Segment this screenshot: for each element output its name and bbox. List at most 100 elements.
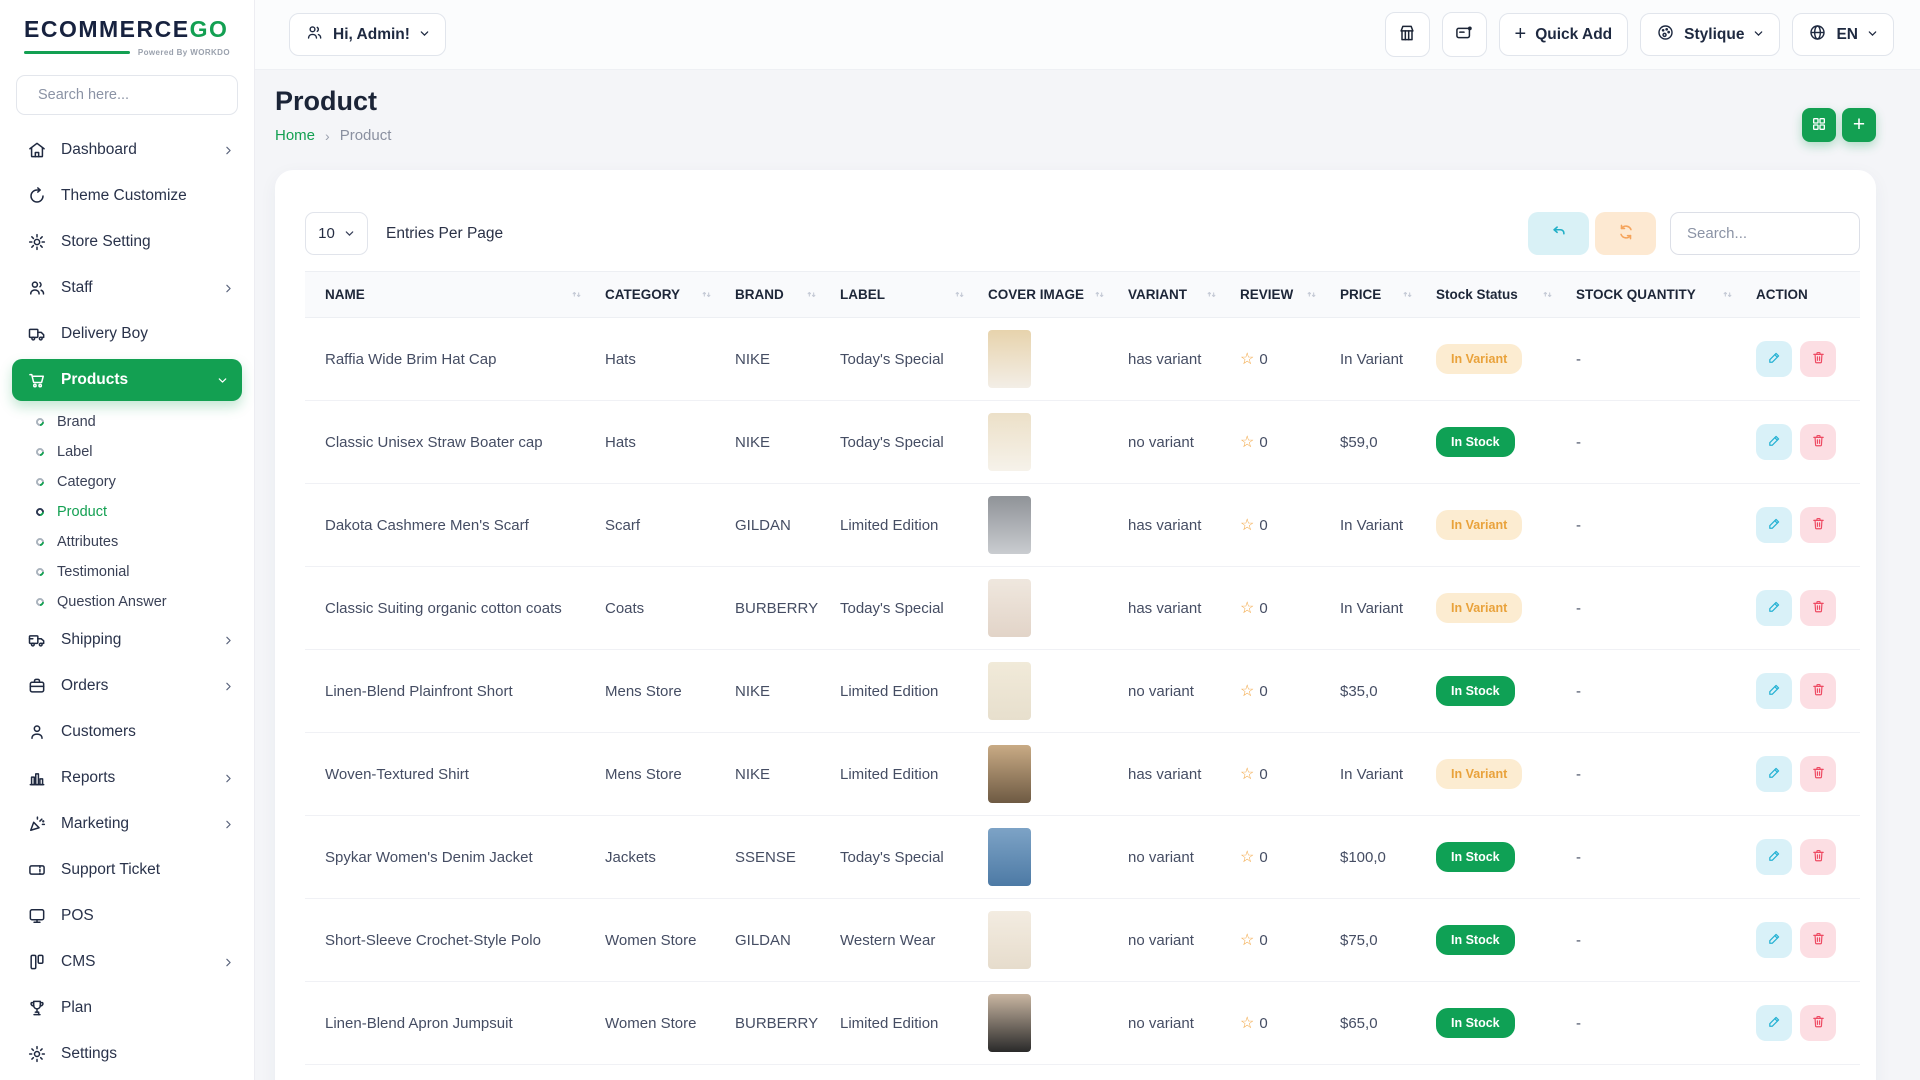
sidebar-subitem-label: Brand [57,414,96,430]
sidebar-item-orders[interactable]: Orders [0,663,254,709]
products-icon [26,370,47,391]
star-icon: ☆ [1240,351,1255,368]
edit-button[interactable] [1756,341,1792,377]
column-header-name[interactable]: NAME [305,271,605,318]
circle-bullet-icon [34,506,46,518]
brand-name-accent: GO [189,16,229,42]
chevron-down-icon [419,26,430,44]
sidebar-item-customers[interactable]: Customers [0,709,254,755]
language-selector-button[interactable]: EN [1792,13,1894,56]
delete-button[interactable] [1800,673,1836,709]
table-row: Classic Unisex Straw Boater cap Hats NIKE T… [305,400,1860,484]
sidebar-item-theme-customize[interactable]: Theme Customize [0,173,254,219]
sidebar-item-dashboard[interactable]: Dashboard [0,127,254,173]
sidebar-subitem-attributes[interactable]: Attributes [0,527,254,557]
sort-icon [1541,288,1554,301]
sidebar-item-shipping[interactable]: Shipping [0,617,254,663]
column-header-variant[interactable]: VARIANT [1128,271,1240,318]
star-icon: ☆ [1240,1015,1255,1032]
table-search-input[interactable] [1670,212,1860,255]
breadcrumb-separator: › [325,127,330,144]
edit-button[interactable] [1756,507,1792,543]
sidebar-search[interactable] [16,75,238,115]
delete-button[interactable] [1800,922,1836,958]
undo-button[interactable] [1528,212,1589,255]
delete-button[interactable] [1800,424,1836,460]
sidebar-subitem-question-answer[interactable]: Question Answer [0,587,254,617]
store-icon [1397,23,1417,46]
chevron-right-icon [223,773,234,784]
add-product-button[interactable]: + [1842,108,1876,142]
circle-bullet-icon [34,596,46,608]
pencil-icon [1767,682,1782,700]
stock-status-cell: In Variant [1436,566,1576,650]
sidebar-item-label: Marketing [61,815,130,832]
delete-button[interactable] [1800,839,1836,875]
column-header-label[interactable]: LABEL [840,271,988,318]
sidebar-item-staff[interactable]: Staff [0,265,254,311]
edit-button[interactable] [1756,839,1792,875]
column-header-price[interactable]: PRICE [1340,271,1436,318]
variant-cell: no variant [1128,981,1240,1065]
trash-icon [1811,1014,1826,1032]
edit-button[interactable] [1756,424,1792,460]
star-icon: ☆ [1240,600,1255,617]
variant-cell: has variant [1128,732,1240,816]
storefront-button[interactable] [1384,12,1430,57]
delete-button[interactable] [1800,1005,1836,1041]
edit-button[interactable] [1756,1005,1792,1041]
action-cell [1756,898,1860,982]
column-header-stock-status[interactable]: Stock Status [1436,271,1576,318]
sidebar-item-cms[interactable]: CMS [0,939,254,985]
sidebar-subitem-product[interactable]: Product [0,497,254,527]
trash-icon [1811,516,1826,534]
sidebar-item-settings[interactable]: Settings [0,1031,254,1077]
breadcrumb-home-link[interactable]: Home [275,127,316,144]
sidebar-item-marketing[interactable]: Marketing [0,801,254,847]
column-header-brand[interactable]: BRAND [735,271,840,318]
staff-icon [26,278,47,299]
delete-button[interactable] [1800,507,1836,543]
edit-button[interactable] [1756,673,1792,709]
price-cell: $75,0 [1340,898,1436,982]
column-header-label: Stock Status [1436,287,1518,302]
stock-quantity-cell: - [1576,400,1756,484]
sidebar-subitem-label[interactable]: Label [0,437,254,467]
column-header-label: VARIANT [1128,287,1187,302]
refresh-button[interactable] [1595,212,1656,255]
sidebar-item-store-setting[interactable]: Store Setting [0,219,254,265]
quick-add-button[interactable]: + Quick Add [1498,13,1629,56]
sidebar-subitem-brand[interactable]: Brand [0,407,254,437]
action-cell [1756,649,1860,733]
column-header-stock-quantity[interactable]: STOCK QUANTITY [1576,271,1756,318]
product-name-cell: Linen-Blend Apron Jumpsuit [305,981,605,1065]
review-count: 0 [1259,599,1268,617]
sidebar-subitem-category[interactable]: Category [0,467,254,497]
sidebar-item-reports[interactable]: Reports [0,755,254,801]
sidebar-subitem-testimonial[interactable]: Testimonial [0,557,254,587]
column-header-category[interactable]: CATEGORY [605,271,735,318]
orders-icon [26,676,47,697]
sidebar-search-input[interactable] [38,87,225,103]
theme-selector-button[interactable]: Stylique [1640,13,1781,56]
column-header-review[interactable]: REVIEW [1240,271,1340,318]
entries-per-page-select[interactable]: 10 [305,212,368,255]
sidebar-item-plan[interactable]: Plan [0,985,254,1031]
delete-button[interactable] [1800,341,1836,377]
edit-button[interactable] [1756,922,1792,958]
admin-menu-button[interactable]: Hi, Admin! [289,13,446,56]
shipping-icon [26,630,47,651]
sidebar-item-delivery-boy[interactable]: Delivery Boy [0,311,254,357]
sidebar-item-support-ticket[interactable]: Support Ticket [0,847,254,893]
delete-button[interactable] [1800,756,1836,792]
edit-button[interactable] [1756,756,1792,792]
sidebar-item-products[interactable]: Products [12,359,242,401]
stock-quantity-cell: - [1576,732,1756,816]
grid-view-button[interactable] [1802,108,1836,142]
label-cell: Limited Edition [840,732,988,816]
edit-button[interactable] [1756,590,1792,626]
delete-button[interactable] [1800,590,1836,626]
messages-button[interactable] [1441,12,1487,57]
sidebar-item-pos[interactable]: POS [0,893,254,939]
column-header-cover-image[interactable]: COVER IMAGE [988,271,1128,318]
